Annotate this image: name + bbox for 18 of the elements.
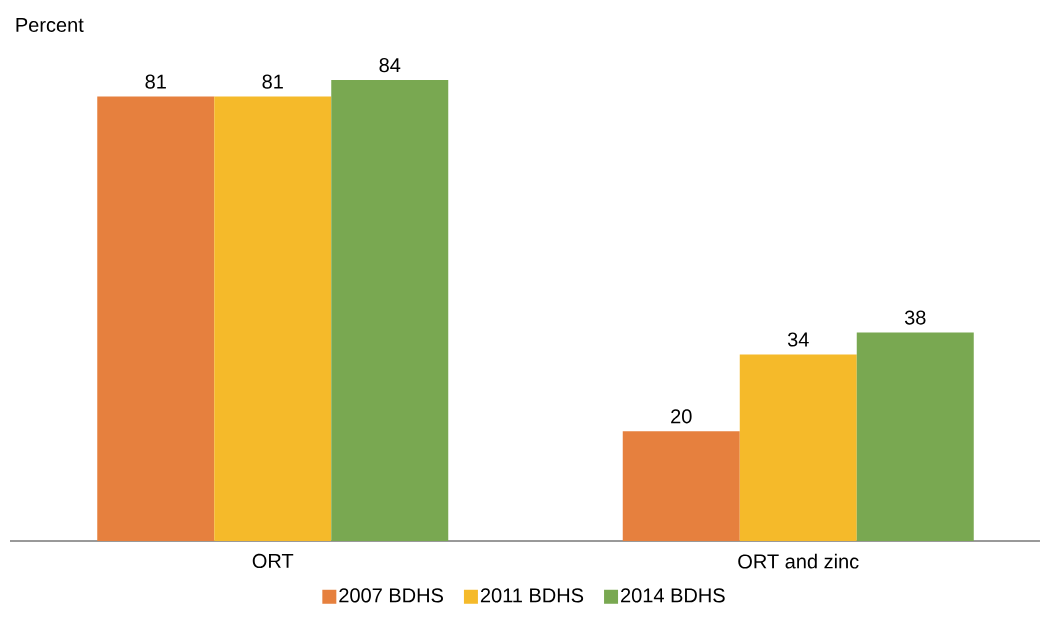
bar: [97, 96, 215, 541]
legend-label: 2011 BDHS: [480, 588, 584, 603]
data-label: 20: [671, 409, 692, 424]
bar: [622, 431, 740, 541]
data-label: 84: [379, 58, 401, 73]
legend-label: 2014 BDHS: [621, 588, 725, 603]
bar: [214, 96, 332, 541]
data-label: 81: [262, 74, 283, 89]
legend-label: 2007 BDHS: [339, 588, 443, 603]
x-tick-label: ORT and zinc: [738, 553, 859, 569]
data-label: 34: [787, 332, 809, 347]
data-label: 38: [904, 310, 926, 325]
data-label: 81: [145, 74, 166, 89]
x-tick-label: ORT: [252, 553, 294, 569]
y-axis-title: Percent: [16, 18, 84, 32]
bar: [856, 332, 974, 541]
bar: [739, 354, 857, 541]
bar: [331, 80, 449, 541]
